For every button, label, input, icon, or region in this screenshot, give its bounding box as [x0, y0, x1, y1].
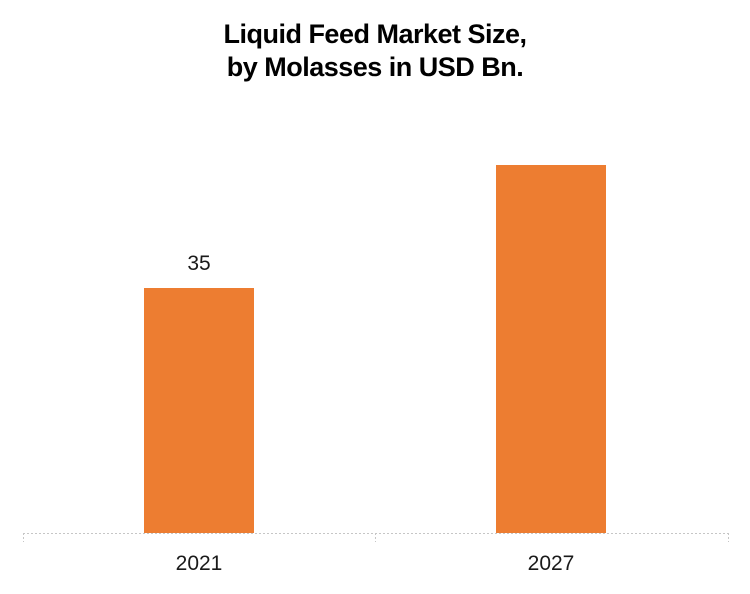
x-axis-tick	[23, 533, 24, 542]
x-axis-tick	[375, 533, 376, 542]
bar-2021	[144, 288, 254, 533]
x-axis-label-2027: 2027	[527, 552, 575, 575]
x-axis-tick	[728, 533, 729, 542]
chart-title: Liquid Feed Market Size, by Molasses in …	[0, 18, 750, 84]
x-axis-label-2021: 2021	[175, 552, 223, 575]
chart-title-line1: Liquid Feed Market Size,	[223, 19, 527, 49]
value-label-2021: 35	[187, 252, 211, 275]
bar-2027	[496, 165, 606, 533]
chart-title-line2: by Molasses in USD Bn.	[226, 52, 524, 82]
